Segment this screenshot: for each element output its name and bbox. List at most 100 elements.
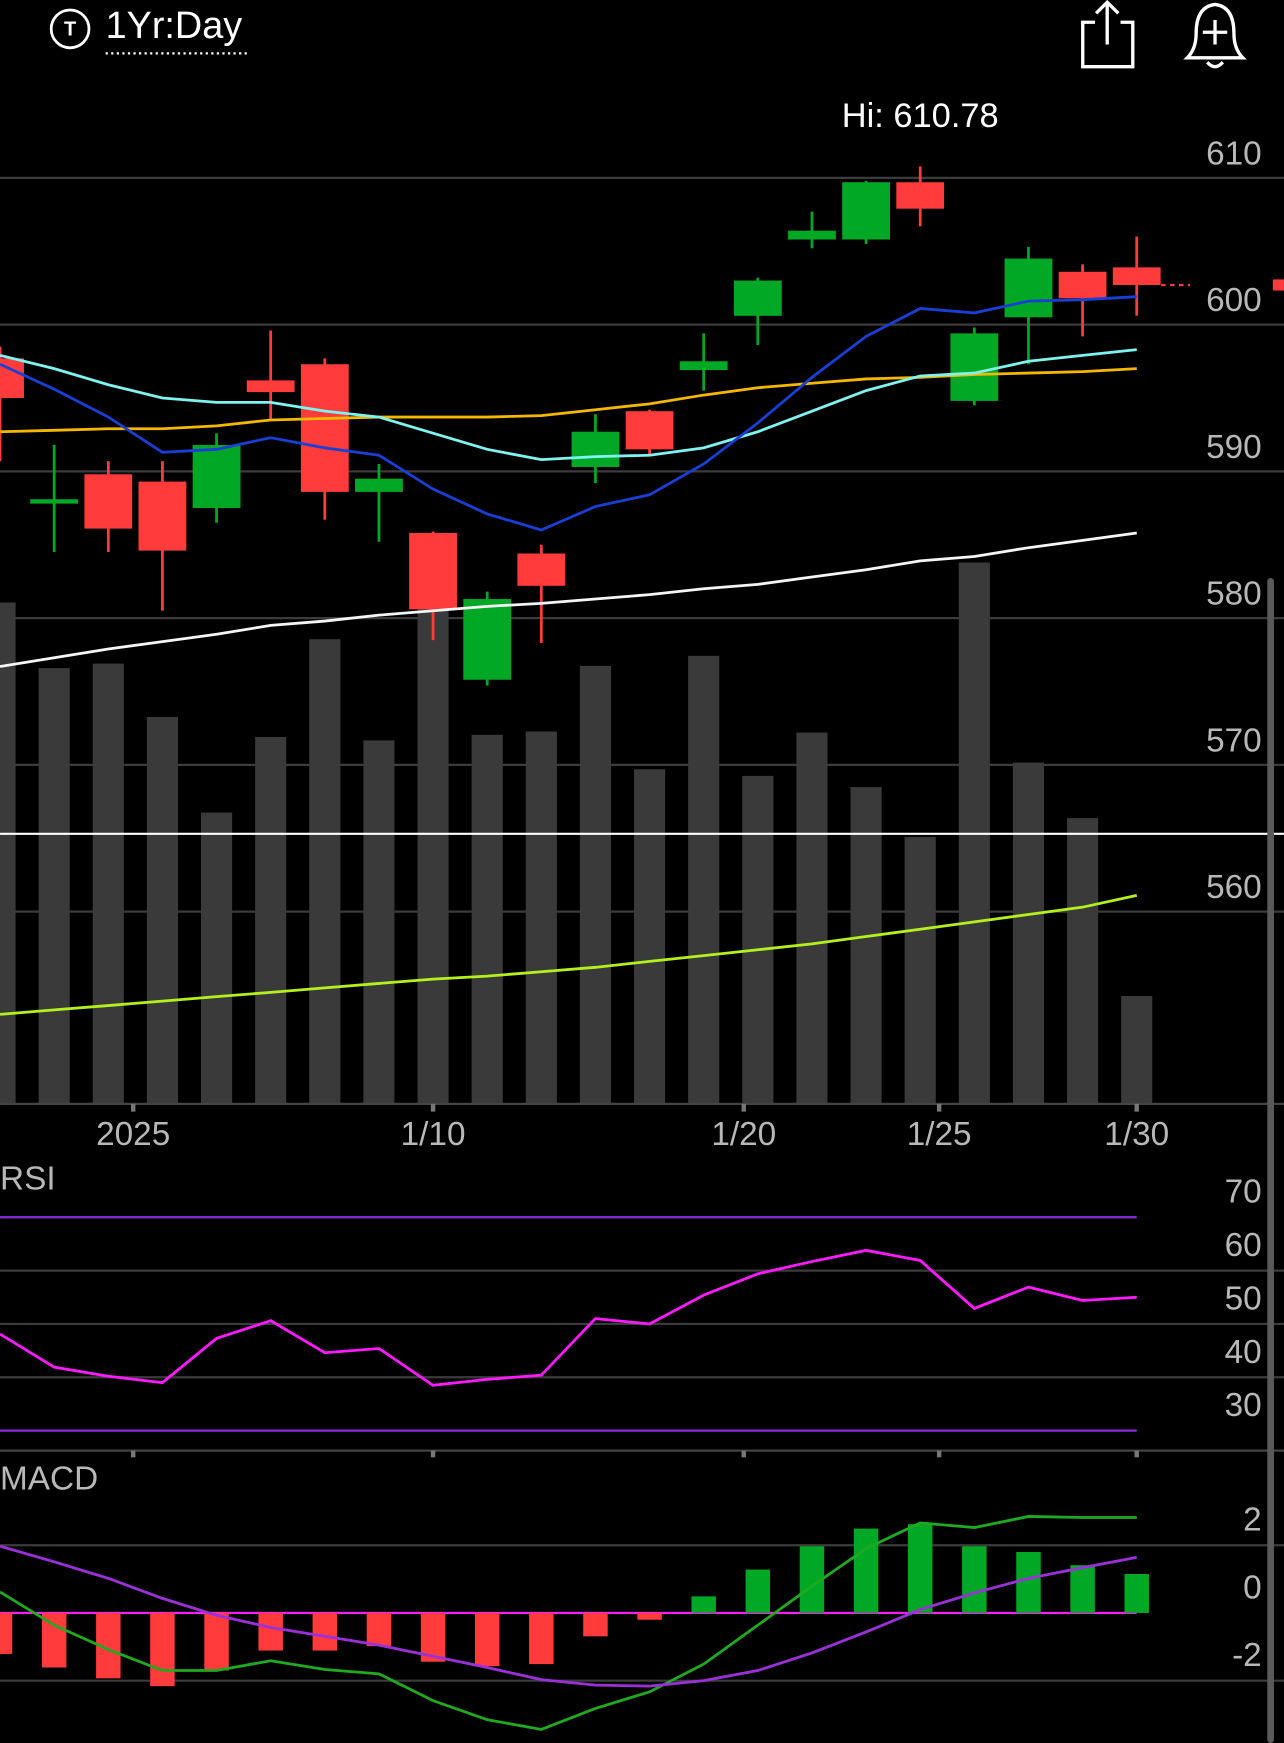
timeframe: 1Yr:Day [106,5,243,47]
histogram-bar [691,1596,716,1613]
share-box [1081,20,1135,69]
moving-average [0,295,1137,532]
y-tick-label: 600 [1206,282,1262,319]
volume-bar [255,736,287,1104]
high-annotation: Hi: 610.78 [842,97,999,135]
volume-bar [1121,996,1153,1104]
candle-body [0,358,24,398]
histogram-bar [41,1612,67,1668]
volume-bar [579,665,612,1104]
rsi-line [0,1248,1137,1387]
volume-bar [417,609,449,1104]
volume-bar [742,775,774,1104]
histogram-bar [312,1612,338,1651]
histogram-bar [745,1569,771,1613]
volume-bar [688,655,720,1104]
x-tick-label: 1/30 [1104,1116,1169,1153]
volume-bar [796,732,828,1104]
timeframe-button[interactable]: T 1Yr:Day [49,5,251,55]
y-tick-label: -2 [1232,1637,1262,1674]
candle-body [625,411,674,450]
histogram-bar [150,1612,175,1687]
share-button[interactable] [1081,0,1135,69]
histogram-bar [474,1612,500,1667]
y-tick-label: 40 [1225,1334,1262,1371]
bell-clapper [1205,61,1225,69]
panel-label: RSI [0,1160,56,1197]
moving-average [0,348,1137,462]
y-tick-label: 30 [1225,1387,1262,1424]
bell-plus [1202,20,1228,45]
histogram-bar [962,1546,987,1613]
y-tick-label: 2 [1243,1502,1262,1539]
y-tick-label: 60 [1225,1227,1262,1264]
candle-body [733,280,782,316]
volume-bar [200,812,233,1104]
panel-label: MACD [0,1460,98,1497]
candle-body [517,553,566,586]
candle-body [788,230,836,240]
volume-bar [38,668,70,1104]
candle-body [896,182,945,209]
last-price-marker [1272,279,1284,291]
scrollbar[interactable] [1267,578,1274,1743]
x-tick-label: 2025 [96,1116,170,1153]
candle-body [1058,271,1107,299]
volume-bar [363,740,395,1104]
volume-bar [92,663,124,1104]
y-tick-label: 570 [1206,722,1262,759]
candle-body [246,380,295,393]
volume-bar [525,731,557,1104]
y-tick-label: 580 [1206,576,1262,613]
y-tick-label: 70 [1225,1174,1262,1211]
alert-button[interactable] [1183,2,1247,69]
histogram-bar [529,1612,554,1665]
candle-body [842,182,890,240]
volume-bar [1012,762,1045,1104]
volume-bar [1067,818,1099,1104]
candle-body [1112,267,1161,285]
x-tick-label: 1/25 [907,1116,972,1153]
volume-bar [309,639,341,1104]
histogram-bar [1124,1574,1149,1613]
y-tick-label: 590 [1206,429,1262,466]
histogram-bar [258,1612,283,1651]
histogram-bar [204,1612,229,1671]
candle-body [84,474,133,529]
volume-bar [471,734,503,1104]
candle-body [1004,258,1053,318]
candle-body [950,333,999,401]
bell [1183,2,1247,60]
y-tick-label: 610 [1206,135,1262,172]
candle-body [463,599,512,680]
histogram-bar [0,1612,13,1654]
candle-body [192,444,241,509]
share-arrow [1094,0,1120,45]
histogram-bar [583,1612,608,1637]
histogram-bar [1016,1551,1041,1613]
histogram-bar [853,1528,879,1613]
volume-bar [146,716,178,1104]
moving-average [0,367,1137,434]
moving-average [0,894,1138,1016]
candle-body [300,364,349,492]
candle-body [138,481,187,551]
volume-bar [634,769,666,1104]
macd-line [0,1544,1138,1688]
x-tick-label: 1/20 [711,1116,776,1153]
histogram-bar [1070,1565,1095,1613]
candle-body [30,499,79,504]
candle-body [409,532,457,610]
histogram-bar [637,1612,662,1620]
ticker-icon-label: T [64,18,76,40]
candle-body [355,478,403,492]
x-tick-label: 1/10 [401,1116,466,1153]
candle-body [571,431,620,467]
candle-body [679,361,728,371]
histogram-bar [907,1524,933,1613]
ticker-icon [49,8,91,50]
y-tick-label: 50 [1225,1280,1262,1317]
volume-bar [850,787,882,1104]
volume-bar [904,837,936,1104]
